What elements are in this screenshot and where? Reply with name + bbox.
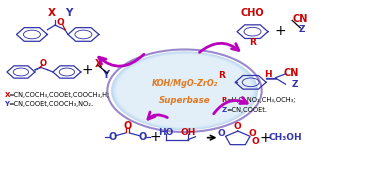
Text: +: +	[259, 131, 271, 145]
Ellipse shape	[114, 53, 255, 129]
Text: +: +	[81, 63, 93, 77]
Text: O: O	[56, 18, 64, 27]
Text: O: O	[40, 59, 47, 68]
Text: +: +	[274, 24, 286, 38]
Text: O: O	[217, 129, 225, 138]
Text: O: O	[123, 121, 132, 131]
Text: =H,Cl,NO₂,CH₃,OCH₃;: =H,Cl,NO₂,CH₃,OCH₃;	[227, 97, 296, 103]
Text: R: R	[218, 71, 225, 80]
Text: Superbase: Superbase	[159, 96, 210, 105]
Text: =CN,COOEt,COOCH₃,NO₂.: =CN,COOEt,COOCH₃,NO₂.	[9, 101, 94, 107]
Text: =CN,COCH₃,COOEt,COOCH₃,H;: =CN,COCH₃,COOEt,COOCH₃,H;	[9, 91, 110, 98]
Text: Y: Y	[102, 70, 109, 80]
Text: HO: HO	[158, 128, 174, 136]
Text: O: O	[138, 132, 146, 142]
Text: +: +	[149, 130, 161, 144]
Text: CH₃OH: CH₃OH	[269, 133, 303, 142]
Text: O: O	[109, 132, 117, 142]
Text: CN: CN	[293, 14, 308, 23]
Text: Z: Z	[292, 80, 298, 89]
Text: CHO: CHO	[241, 8, 264, 18]
Text: Z: Z	[299, 25, 306, 34]
Text: O: O	[252, 137, 259, 146]
Text: O: O	[249, 129, 256, 138]
Text: H: H	[264, 70, 271, 80]
Text: OH: OH	[180, 128, 196, 136]
Ellipse shape	[115, 54, 254, 128]
Text: =CN,COOEt.: =CN,COOEt.	[227, 107, 268, 112]
Text: X: X	[4, 91, 10, 98]
Text: CN: CN	[283, 68, 299, 78]
Text: Y: Y	[4, 101, 9, 107]
Text: KOH/MgO-ZrO₂: KOH/MgO-ZrO₂	[151, 79, 218, 88]
Text: R: R	[221, 97, 227, 103]
Text: O: O	[234, 122, 242, 131]
Text: Z: Z	[221, 107, 227, 112]
Text: X: X	[94, 59, 102, 69]
Text: Y: Y	[65, 8, 72, 18]
Text: X: X	[48, 8, 56, 18]
Ellipse shape	[113, 52, 256, 129]
Ellipse shape	[111, 51, 258, 130]
Ellipse shape	[117, 54, 252, 127]
Text: R: R	[249, 38, 256, 47]
